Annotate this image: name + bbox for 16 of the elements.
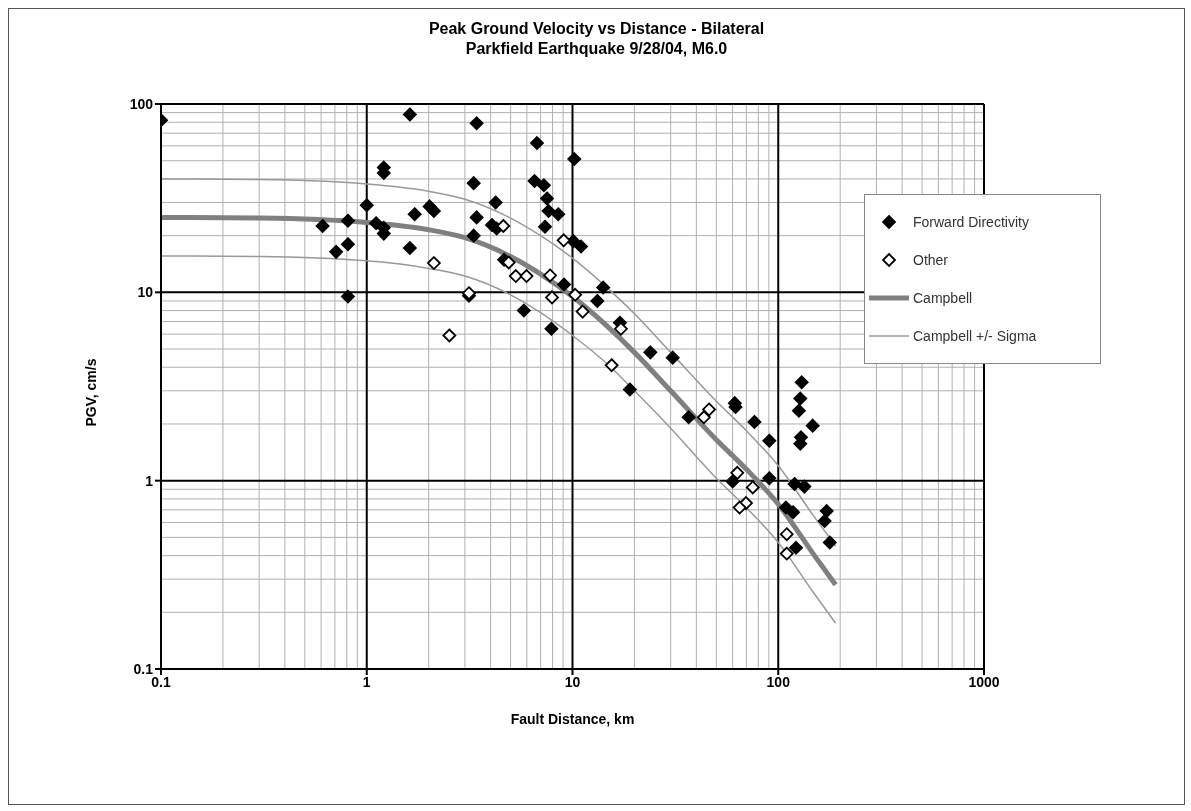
x-axis-title: Fault Distance, km <box>510 711 635 727</box>
x-tick-label: 100 <box>766 673 791 690</box>
y-tick-label: 1 <box>145 472 154 489</box>
x-tick-label: 0.1 <box>151 673 171 690</box>
y-tick-label: 10 <box>137 284 154 301</box>
chart-title: Peak Ground Velocity vs Distance - Bilateral Parkfield Earthquake 9/28/04, M6.0 <box>427 19 766 59</box>
y-axis-title: PGV, cm/s <box>82 358 99 427</box>
x-tick-label: 1 <box>362 673 371 690</box>
x-tick-label: 1000 <box>968 673 1000 690</box>
legend-label: Campbell <box>913 290 973 306</box>
y-tick-label: 100 <box>129 95 154 112</box>
legend-label: Campbell +/- Sigma <box>913 328 1037 344</box>
legend-label: Other <box>913 252 949 268</box>
x-tick-label: 10 <box>564 673 581 690</box>
y-tick-label: 0.1 <box>133 660 154 677</box>
legend-label: Forward Directivity <box>913 214 1029 230</box>
